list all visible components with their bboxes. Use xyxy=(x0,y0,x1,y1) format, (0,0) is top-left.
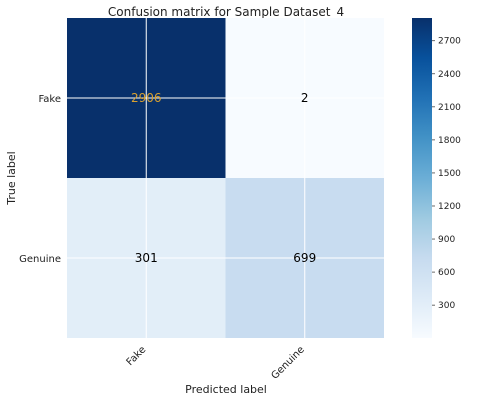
colorbar-tick-label: 1800 xyxy=(438,136,461,146)
cell-value-label: 2906 xyxy=(131,91,162,105)
heatmap-grid xyxy=(67,18,384,338)
colorbar-tick-label: 2100 xyxy=(438,103,461,113)
colorbar-tick-label: 1200 xyxy=(438,202,461,212)
colorbar-tick-label: 900 xyxy=(438,235,455,245)
y-axis-label: True label xyxy=(5,151,18,205)
cell-value-label: 301 xyxy=(135,251,158,265)
colorbar-tick-label: 2700 xyxy=(438,37,461,47)
heatmap-cells xyxy=(67,18,384,338)
y-tick-label: Fake xyxy=(38,94,61,105)
x-axis-label: Predicted label xyxy=(185,383,267,396)
colorbar-tick-label: 2400 xyxy=(438,70,461,80)
cell-value-label: 699 xyxy=(293,251,316,265)
colorbar-tick-label: 300 xyxy=(438,301,455,311)
y-axis-ticks: Fake Genuine xyxy=(19,94,61,265)
colorbar-ticks: 300 600 900 1200 1500 1800 2100 2400 2700 xyxy=(432,37,461,311)
chart-title: Confusion matrix for Sample Dataset_4 xyxy=(108,5,344,19)
x-tick-label: Fake xyxy=(125,344,149,368)
y-tick-label: Genuine xyxy=(19,254,61,265)
colorbar xyxy=(412,18,432,338)
cell-value-labels: 2906 2 301 699 xyxy=(131,91,316,265)
x-tick-label: Genuine xyxy=(269,344,306,381)
cell-value-label: 2 xyxy=(301,91,309,105)
x-axis-ticks: Fake Genuine xyxy=(125,344,307,381)
colorbar-tick-label: 1500 xyxy=(438,169,461,179)
colorbar-tick-label: 600 xyxy=(438,268,455,278)
